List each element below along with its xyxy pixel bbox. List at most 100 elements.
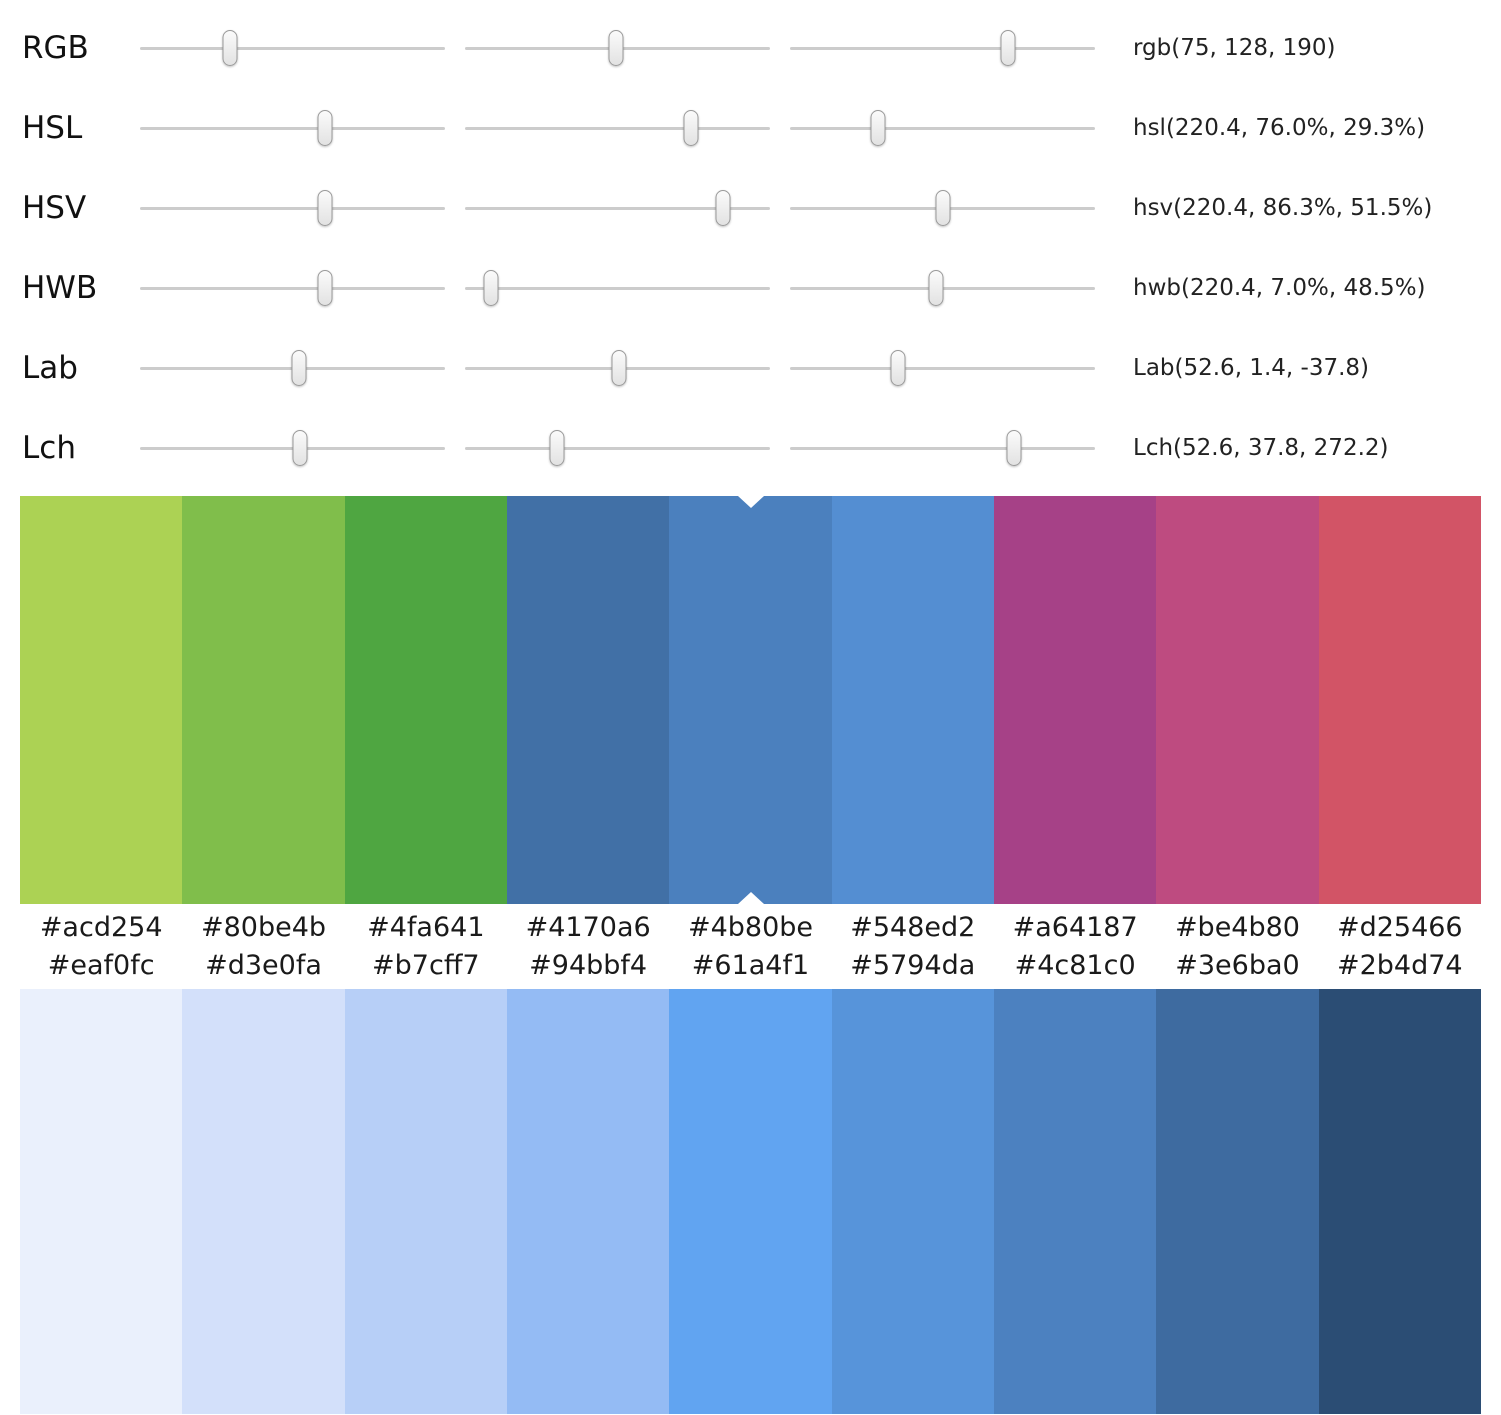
scale-band <box>20 988 1481 1414</box>
slider-thumb[interactable] <box>715 190 731 226</box>
swatch-hex-label: #d25466 <box>1336 912 1463 943</box>
swatch-hex-label: #4c81c0 <box>1014 950 1136 982</box>
slider-track-line <box>790 46 1095 50</box>
swatch-hex-label: #548ed2 <box>850 912 976 943</box>
colorspace-label: HWB <box>22 270 98 306</box>
swatch-hex-label: #80be4b <box>200 912 327 943</box>
slider-thumb[interactable] <box>608 30 624 66</box>
slider-track-line <box>140 206 445 210</box>
palette-swatch-selected[interactable] <box>669 496 832 904</box>
slider-track[interactable] <box>790 266 1095 310</box>
palette-swatch[interactable] <box>1318 496 1481 904</box>
swatch-hex-label: #3e6ba0 <box>1175 950 1300 982</box>
scale-swatch[interactable] <box>182 988 345 1414</box>
slider-track[interactable] <box>465 106 770 150</box>
scale-swatch[interactable] <box>20 988 183 1414</box>
scale-swatch[interactable] <box>1318 988 1481 1414</box>
slider-track-line <box>465 286 770 290</box>
slider-track-line <box>465 126 770 130</box>
slider-row-lch: Lch Lch(52.6, 37.8, 272.2) <box>0 408 1501 488</box>
slider-thumb[interactable] <box>291 350 307 386</box>
slider-track[interactable] <box>140 426 445 470</box>
slider-track[interactable] <box>465 346 770 390</box>
slider-thumb[interactable] <box>222 30 238 66</box>
slider-track[interactable] <box>140 266 445 310</box>
swatch-hex-label: #acd254 <box>39 912 163 943</box>
swatch-hex-label: #4170a6 <box>525 912 651 943</box>
slider-thumb[interactable] <box>483 270 499 306</box>
slider-panel: RGB rgb(75, 128, 190) HSL <box>0 0 1501 488</box>
slider-track-line <box>465 206 770 210</box>
slider-track[interactable] <box>465 186 770 230</box>
slider-row-hsv: HSV hsv(220.4, 86.3%, 51.5%) <box>0 168 1501 248</box>
selected-swatch-notch-bottom <box>737 892 764 904</box>
colorspace-label: Lab <box>22 350 78 386</box>
colorspace-label: RGB <box>22 30 89 66</box>
colorspace-label: HSL <box>22 110 83 146</box>
palette-hex-labels: #acd254 #80be4b #4fa641 #4170a6 #4b80be … <box>20 904 1481 948</box>
scale-swatch[interactable] <box>344 988 507 1414</box>
swatch-hex-label: #b7cff7 <box>372 950 480 982</box>
color-value-text: rgb(75, 128, 190) <box>1133 35 1336 61</box>
slider-track[interactable] <box>790 106 1095 150</box>
swatch-hex-label: #61a4f1 <box>691 950 810 982</box>
slider-track-line <box>140 446 445 450</box>
slider-thumb[interactable] <box>683 110 699 146</box>
slider-thumb[interactable] <box>611 350 627 386</box>
slider-thumb[interactable] <box>549 430 564 466</box>
slider-thumb[interactable] <box>292 430 308 466</box>
slider-row-hsl: HSL hsl(220.4, 76.0%, 29.3%) <box>0 88 1501 168</box>
scale-hex-labels: #eaf0fc #d3e0fa #b7cff7 #94bbf4 #61a4f1 … <box>20 948 1481 988</box>
slider-thumb[interactable] <box>317 270 333 306</box>
slider-thumb[interactable] <box>1006 430 1022 466</box>
slider-row-hwb: HWB hwb(220.4, 7.0%, 48.5%) <box>0 248 1501 328</box>
scale-swatch[interactable] <box>993 988 1157 1414</box>
scale-swatch[interactable] <box>1156 988 1319 1414</box>
scale-swatch[interactable] <box>669 988 832 1414</box>
scale-swatch[interactable] <box>506 988 670 1414</box>
palette-swatch[interactable] <box>20 496 183 904</box>
slider-track[interactable] <box>790 426 1095 470</box>
slider-track-line <box>140 126 445 130</box>
swatch-hex-label: #4fa641 <box>367 912 485 943</box>
slider-track[interactable] <box>465 426 770 470</box>
color-value-text: hwb(220.4, 7.0%, 48.5%) <box>1133 275 1426 301</box>
slider-thumb[interactable] <box>870 110 886 146</box>
slider-track[interactable] <box>790 26 1095 70</box>
slider-track[interactable] <box>465 266 770 310</box>
slider-thumb[interactable] <box>935 190 950 226</box>
slider-track[interactable] <box>140 106 445 150</box>
slider-track[interactable] <box>140 186 445 230</box>
slider-track[interactable] <box>790 186 1095 230</box>
color-value-text: hsv(220.4, 86.3%, 51.5%) <box>1133 195 1433 221</box>
slider-thumb[interactable] <box>928 270 944 306</box>
swatch-hex-label: #be4b80 <box>1174 912 1300 943</box>
slider-track[interactable] <box>465 26 770 70</box>
slider-thumb[interactable] <box>1000 30 1016 66</box>
color-value-text: hsl(220.4, 76.0%, 29.3%) <box>1133 115 1426 141</box>
palette-swatch[interactable] <box>831 496 994 904</box>
colorspace-label: Lch <box>22 430 76 466</box>
palette-swatch[interactable] <box>182 496 345 904</box>
selected-swatch-notch-top <box>737 496 764 508</box>
scale-swatch[interactable] <box>831 988 994 1414</box>
slider-row-rgb: RGB rgb(75, 128, 190) <box>0 8 1501 88</box>
palette-swatch[interactable] <box>1156 496 1319 904</box>
swatch-hex-label: #a64187 <box>1012 912 1138 943</box>
slider-track-line <box>140 286 445 290</box>
slider-track[interactable] <box>140 346 445 390</box>
color-value-text: Lab(52.6, 1.4, -37.8) <box>1133 355 1369 381</box>
slider-thumb[interactable] <box>317 110 333 146</box>
palette-swatch[interactable] <box>993 496 1157 904</box>
slider-track-line <box>790 446 1095 450</box>
swatch-hex-label: #4b80be <box>687 912 813 943</box>
swatch-hex-label: #d3e0fa <box>205 950 322 982</box>
palette-swatch[interactable] <box>344 496 507 904</box>
slider-thumb[interactable] <box>890 350 906 386</box>
palette-swatch[interactable] <box>506 496 670 904</box>
slider-track[interactable] <box>140 26 445 70</box>
slider-thumb[interactable] <box>317 190 333 226</box>
slider-track[interactable] <box>790 346 1095 390</box>
swatch-hex-label: #eaf0fc <box>47 950 155 982</box>
swatch-hex-label: #2b4d74 <box>1336 950 1463 982</box>
